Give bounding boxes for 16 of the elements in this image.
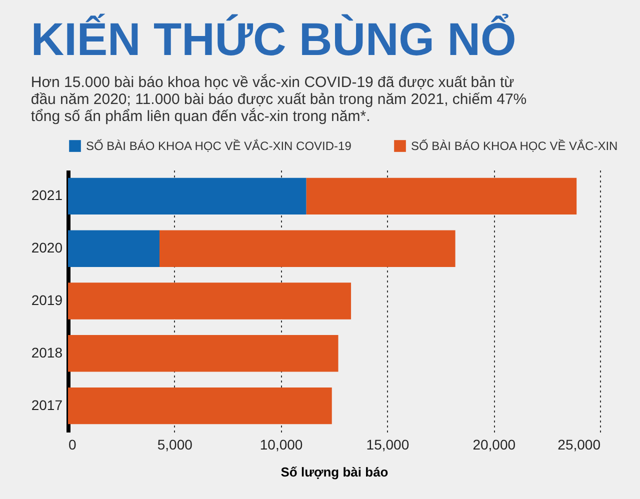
x-tick-label: 0: [68, 436, 76, 452]
y-tick-label: 2021: [31, 187, 63, 204]
x-tick-label: 10,000: [260, 436, 303, 452]
legend-label: SỐ BÀI BÁO KHOA HỌC VỀ VẮC-XIN COVID-19: [86, 139, 352, 153]
y-tick-label: 2020: [31, 240, 63, 256]
y-tick-label: 2018: [31, 344, 63, 360]
x-tick-label: 5,000: [157, 436, 193, 452]
chart-title: KIẾN THỨC BÙNG NỔ: [30, 13, 516, 65]
x-axis-title: Số lượng bài báo: [280, 464, 388, 480]
x-tick-label: 25,000: [558, 436, 601, 452]
legend-label: SỐ BÀI BÁO KHOA HỌC VỀ VẮC-XIN: [411, 139, 618, 153]
x-tick-label: 20,000: [472, 436, 516, 452]
chart-subtitle: Hơn 15.000 bài báo khoa học về vắc-xin COVID-19 đã được xuất bản từ đầu năm 2020; 11.000 bài báo được xuất bản trong năm 2021, chiếm 47% tổng số ấn phẩm liên quan đến vắc-xin trong năm*.: [30, 73, 527, 125]
y-tick-label: 2017: [31, 396, 63, 413]
y-tick-label: 2019: [31, 292, 63, 308]
x-tick-label: 15,000: [366, 436, 410, 452]
